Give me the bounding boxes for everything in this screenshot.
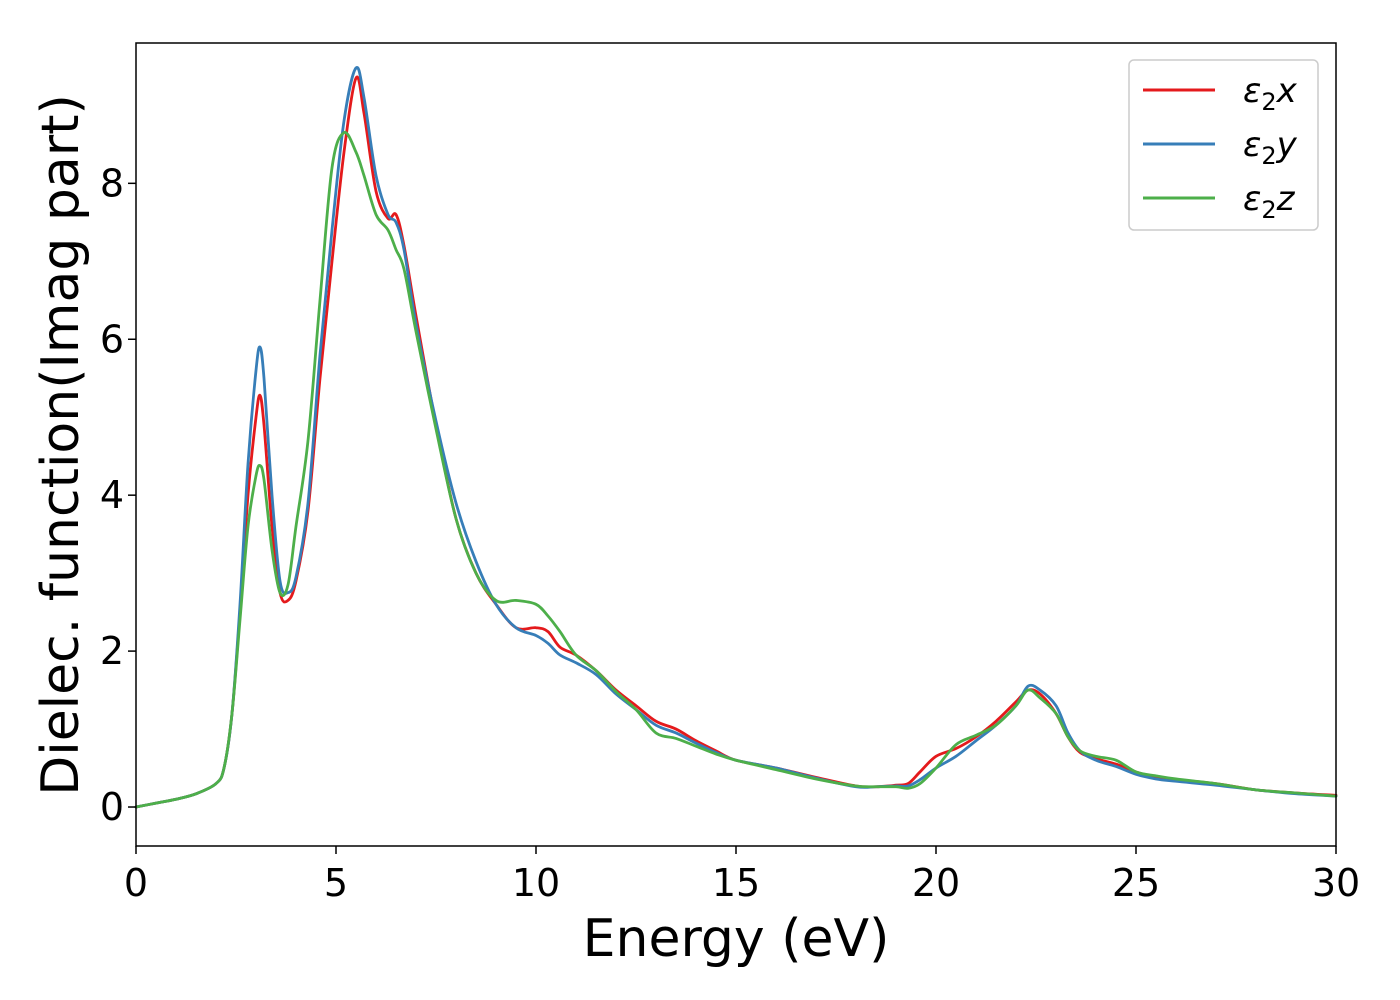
x-tick-label: 10 bbox=[512, 861, 560, 905]
y-axis-ticks: 0 2 4 6 8 bbox=[100, 161, 136, 829]
legend-frame bbox=[1128, 59, 1319, 231]
legend-label-y: ε2y bbox=[1243, 125, 1298, 170]
x-tick-label: 5 bbox=[324, 861, 348, 905]
legend-label-z: ε2z bbox=[1243, 179, 1296, 224]
y-tick-label: 8 bbox=[100, 161, 124, 205]
y-tick-label: 4 bbox=[100, 473, 124, 517]
y-tick-label: 0 bbox=[100, 785, 124, 829]
series-line-x bbox=[134, 75, 1338, 809]
x-axis-label: Energy (eV) bbox=[583, 909, 890, 969]
x-tick-label: 0 bbox=[124, 861, 148, 905]
x-tick-label: 15 bbox=[712, 861, 760, 905]
series-layer bbox=[134, 65, 1338, 809]
legend-label-x: ε2x bbox=[1243, 71, 1298, 116]
y-axis-label: Dielec. function(Imag part) bbox=[31, 94, 91, 796]
series-line-y bbox=[134, 65, 1338, 809]
x-tick-label: 25 bbox=[1112, 861, 1160, 905]
x-tick-label: 20 bbox=[912, 861, 960, 905]
series-line-z bbox=[134, 131, 1338, 809]
legend: ε2x ε2y ε2z bbox=[1128, 59, 1319, 231]
y-tick-label: 6 bbox=[100, 317, 124, 361]
y-tick-label: 2 bbox=[100, 629, 124, 673]
x-tick-label: 30 bbox=[1312, 861, 1360, 905]
x-axis-ticks: 0 5 10 15 20 25 30 bbox=[124, 846, 1360, 905]
